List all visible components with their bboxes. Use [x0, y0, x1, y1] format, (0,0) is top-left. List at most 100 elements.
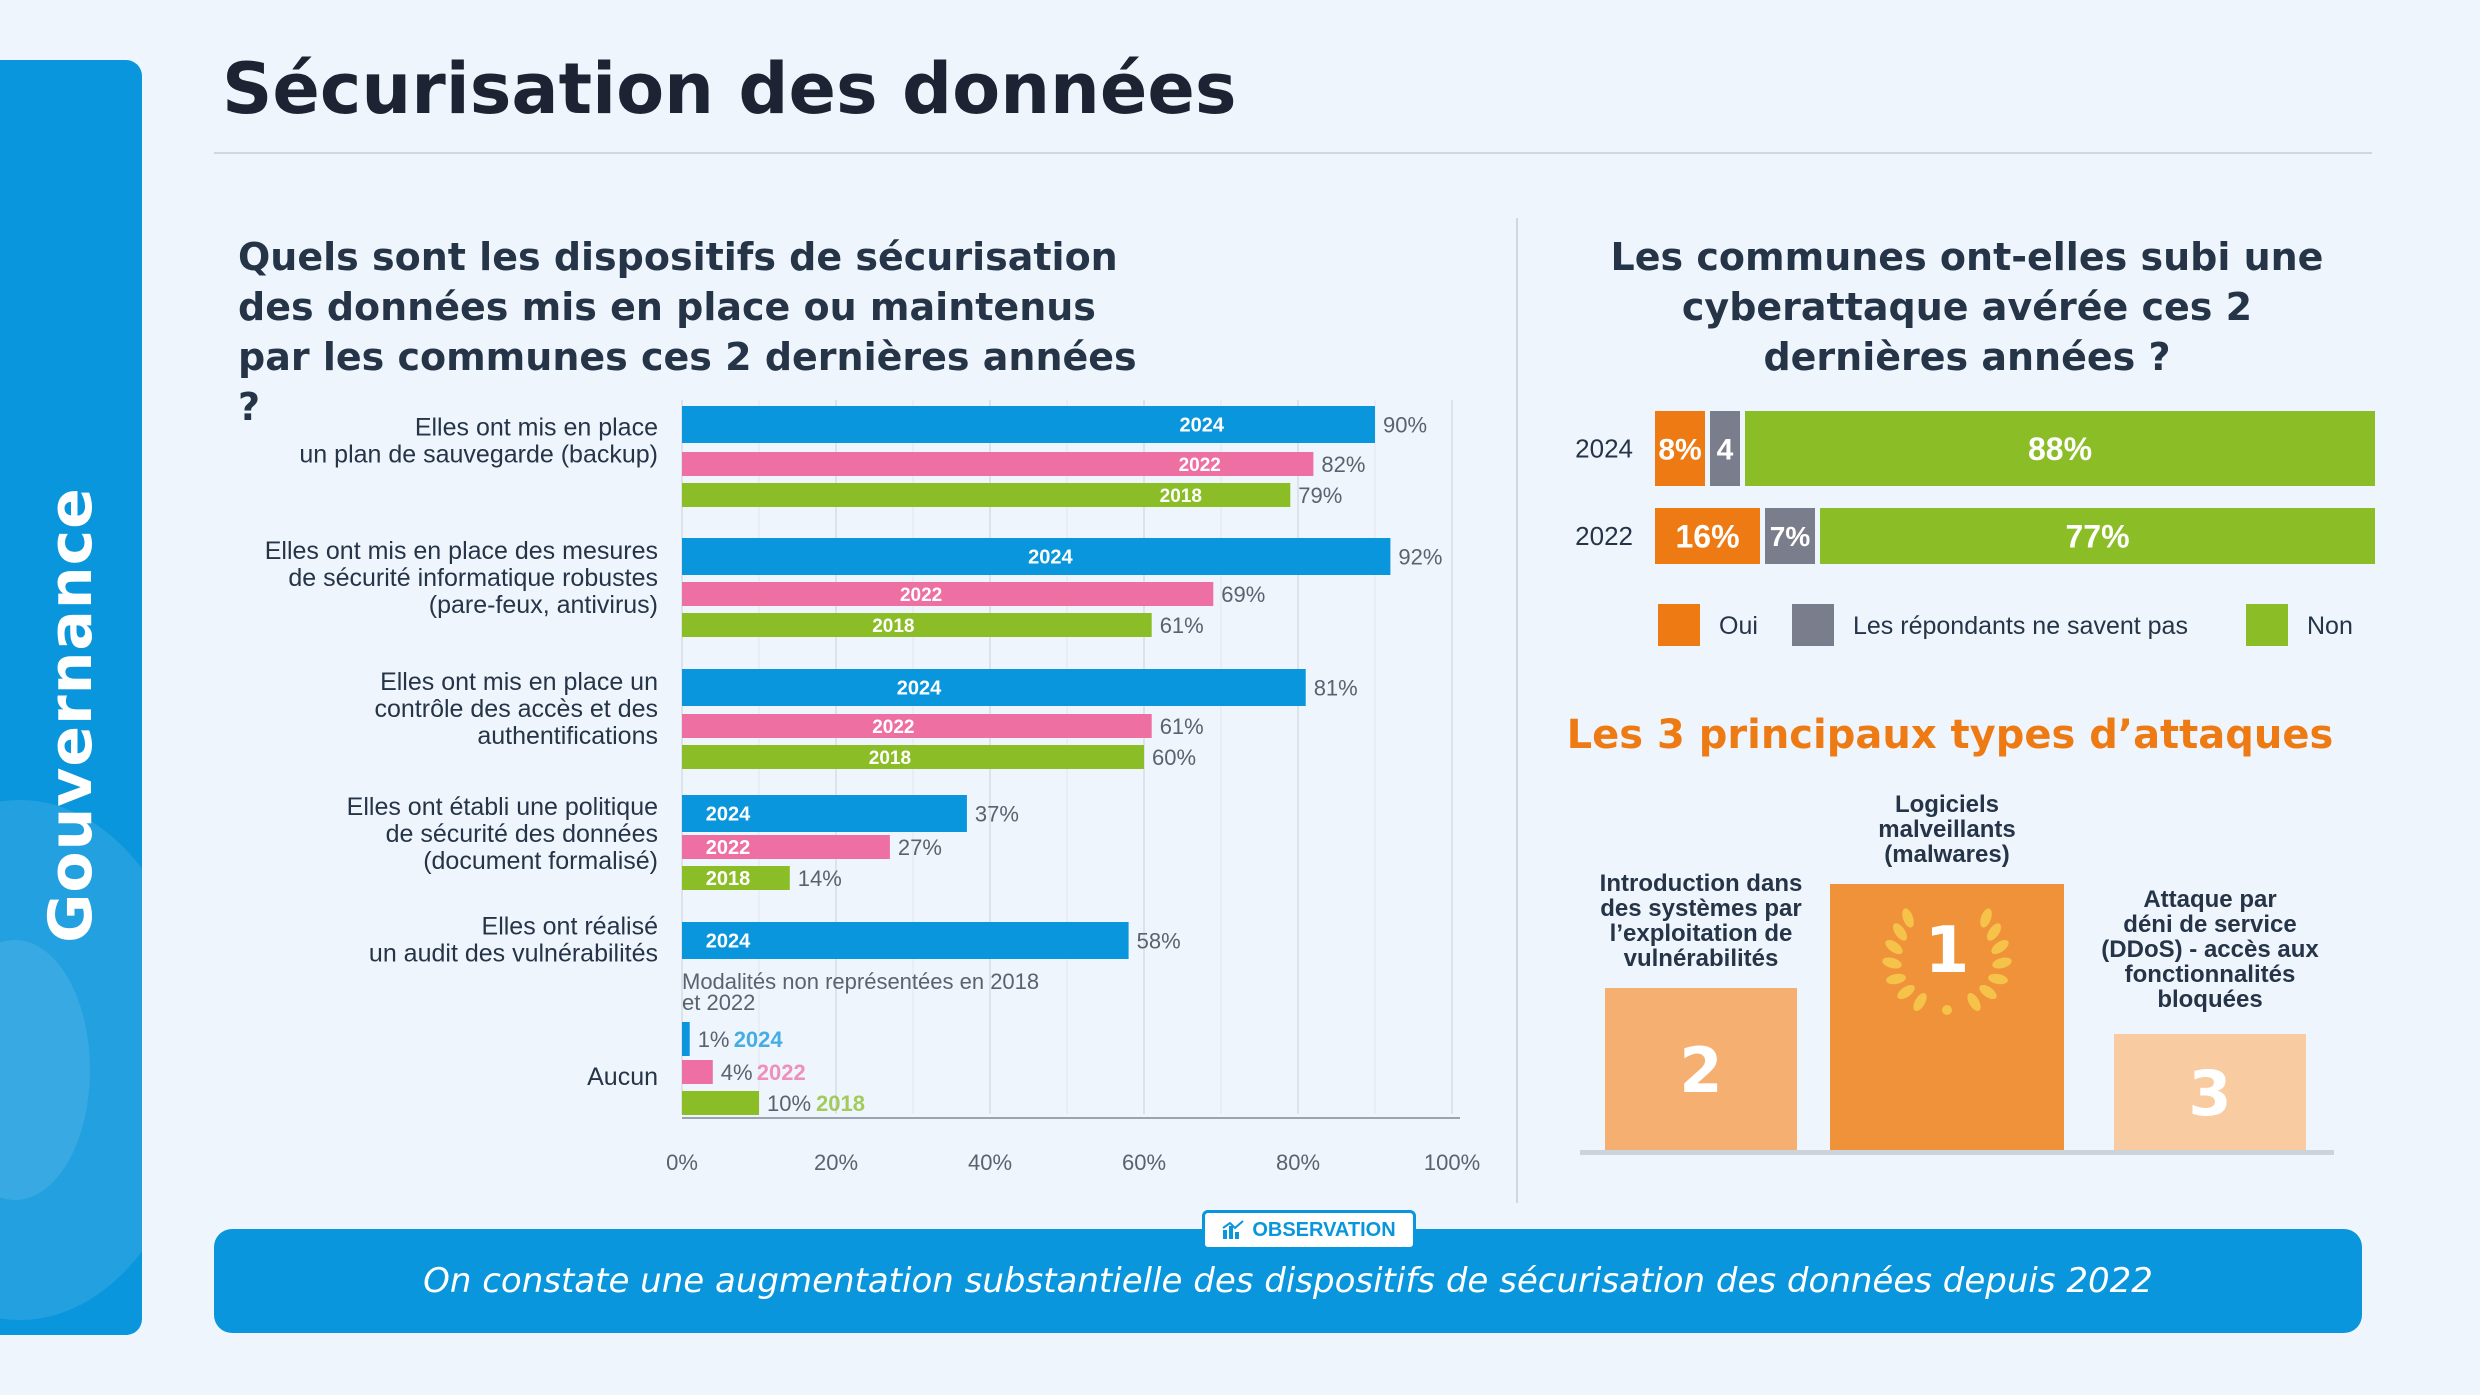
- category-label: un plan de sauvegarde (backup): [299, 441, 658, 469]
- podium-rank-number: 2: [1679, 1033, 1723, 1107]
- segment-Les répondants ne savent pas: [1765, 508, 1815, 564]
- podium-base: [1580, 1150, 2334, 1155]
- legend-label: Les répondants ne savent pas: [1853, 612, 2188, 640]
- category-label: contrôle des accès et des: [375, 695, 659, 723]
- bar-2024: [682, 406, 1375, 443]
- question-cyberattaque: Les communes ont-elles subi une cyberatt…: [1610, 235, 2324, 379]
- bar-2022: [682, 835, 890, 859]
- bar-2024: [682, 669, 1306, 706]
- legend-swatch: [1792, 604, 1834, 646]
- value-label: 79%: [1298, 483, 1342, 508]
- value-label: 10%: [767, 1091, 811, 1116]
- category-label: Elles ont mis en place un: [380, 668, 658, 696]
- podium-rank-1: 1: [1830, 884, 2064, 1152]
- title-divider: [214, 152, 2372, 154]
- row-label: 2022: [1575, 521, 1633, 551]
- category-label: authentifications: [477, 722, 658, 750]
- segment-label: 77%: [2065, 519, 2129, 555]
- x-tick-label: 80%: [1276, 1150, 1320, 1175]
- x-tick-label: 20%: [814, 1150, 858, 1175]
- category-label: Elles ont mis en place des mesures: [265, 537, 658, 565]
- value-label: 37%: [975, 802, 1019, 827]
- sidebar-label: Gouvernance: [36, 487, 106, 943]
- category-label: Aucun: [587, 1063, 658, 1091]
- category-label: de sécurité informatique robustes: [288, 564, 658, 592]
- legend-swatch: [2246, 604, 2288, 646]
- observation-banner: On constate une augmentation substantiel…: [214, 1229, 2362, 1333]
- year-label: 2018: [872, 616, 914, 637]
- year-label: 2022: [706, 837, 751, 859]
- row-label: 2024: [1575, 434, 1633, 464]
- value-label: 69%: [1221, 582, 1265, 607]
- value-label: 1%: [698, 1027, 730, 1052]
- bar-2024: [682, 922, 1129, 959]
- segment-label: 16%: [1675, 519, 1739, 555]
- podium-rank-number: 3: [2188, 1056, 2232, 1130]
- page-title: Sécurisation des données: [222, 48, 1237, 130]
- segment-label: 88%: [2028, 431, 2092, 467]
- observation-badge-label: OBSERVATION: [1252, 1218, 1396, 1241]
- year-label: 2022: [872, 717, 914, 738]
- legend-label: Non: [2307, 612, 2353, 640]
- sidebar-decoration: [0, 800, 142, 1320]
- segment-Oui: [1655, 508, 1760, 564]
- laurel-wreath-icon: [1882, 908, 2012, 1015]
- value-label: 82%: [1321, 452, 1365, 477]
- bar-2022: [682, 1060, 713, 1084]
- bar-2024: [682, 795, 967, 832]
- category-label: (document formalisé): [423, 847, 658, 875]
- segment-label: 4: [1717, 433, 1734, 466]
- value-label: 14%: [798, 866, 842, 891]
- category-label: (pare-feux, antivirus): [429, 591, 658, 619]
- chart-icon: [1222, 1220, 1244, 1239]
- year-label: 2024: [1180, 415, 1225, 437]
- segment-Non: [1820, 508, 2375, 564]
- bar-2018: [682, 613, 1152, 637]
- question-dispositifs: Quels sont les dispositifs de sécurisati…: [238, 235, 1137, 429]
- podium-rank-number: 1: [1924, 914, 1970, 988]
- bar-2022: [682, 582, 1214, 606]
- bar-2022: [682, 714, 1152, 738]
- segment-Oui: [1655, 411, 1705, 486]
- segment-Les répondants ne savent pas: [1710, 411, 1740, 486]
- bar-2022: [682, 452, 1314, 476]
- value-label: 92%: [1398, 545, 1442, 570]
- bar-2018: [682, 1091, 759, 1115]
- attacks-title: Les 3 principaux types d’attaques: [1566, 712, 2334, 758]
- year-label: 2022: [1179, 455, 1221, 476]
- year-label: 2018: [816, 1091, 865, 1116]
- segment-label: 8%: [1658, 433, 1701, 466]
- year-label: 2018: [1160, 486, 1202, 507]
- segment-label: 7%: [1770, 521, 1811, 552]
- category-label: Elles ont mis en place: [415, 414, 658, 442]
- value-label: 61%: [1160, 613, 1204, 638]
- legend-label: Oui: [1719, 612, 1758, 640]
- cyberattaque-stacked-chart: 2024 8% 4 88% 2022 16% 7% 77% Oui Les répondants …: [1575, 411, 2375, 646]
- value-label: 27%: [898, 835, 942, 860]
- value-label: 90%: [1383, 413, 1427, 438]
- year-label: 2018: [869, 748, 911, 769]
- segment-Non: [1745, 411, 2375, 486]
- year-label: 2024: [897, 678, 942, 700]
- value-label: 60%: [1152, 745, 1196, 770]
- category-label: Elles ont établi une politique: [347, 793, 658, 821]
- x-tick-label: 40%: [968, 1150, 1012, 1175]
- chart-note: Modalités non représentées en 2018: [682, 969, 1039, 994]
- attack-label-1: Logiciels malveillants (malwares): [1878, 791, 2016, 868]
- x-tick-label: 60%: [1122, 1150, 1166, 1175]
- year-label: 2024: [706, 804, 751, 826]
- column-divider: [1516, 218, 1518, 1203]
- x-tick-label: 100%: [1424, 1150, 1480, 1175]
- year-label: 2022: [757, 1060, 806, 1085]
- category-label: un audit des vulnérabilités: [369, 940, 658, 968]
- legend-swatch: [1658, 604, 1700, 646]
- year-label: 2024: [706, 931, 751, 953]
- chart-note: et 2022: [682, 990, 755, 1015]
- bar-2018: [682, 866, 790, 890]
- bar-2024: [682, 538, 1391, 575]
- bar-2024: [682, 1022, 690, 1056]
- podium-rank-3: 3: [2114, 1034, 2306, 1152]
- value-label: 4%: [721, 1060, 753, 1085]
- x-tick-label: 0%: [666, 1150, 698, 1175]
- bar-2018: [682, 483, 1291, 507]
